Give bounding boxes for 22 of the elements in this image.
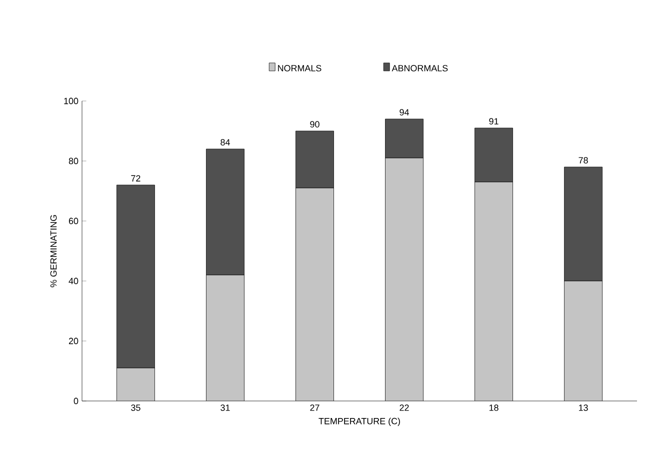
total-label: 94 — [400, 109, 409, 116]
y-tick-label: 60 — [68, 218, 78, 224]
total-label: 91 — [489, 118, 498, 124]
y-tick-label: 20 — [68, 338, 78, 344]
total-label: 72 — [131, 175, 140, 182]
legend-label: ABNORMALS — [392, 65, 448, 72]
y-tick-label: 100 — [64, 98, 78, 104]
total-label: 90 — [310, 121, 320, 128]
x-tick-label: 18 — [489, 404, 498, 411]
x-tick-label: 22 — [400, 404, 409, 411]
x-tick-label: 35 — [131, 404, 140, 411]
x-tick-label: 27 — [310, 404, 320, 411]
y-tick-label: 0 — [74, 398, 78, 404]
legend-label: NORMALS — [278, 65, 322, 72]
y-tick-label: 80 — [68, 158, 78, 164]
x-tick-label: 31 — [220, 404, 230, 411]
x-axis-title: TEMPERATURE (C) — [318, 418, 400, 426]
total-label: 78 — [578, 157, 588, 164]
y-axis-title: % GERMINATING — [50, 215, 57, 288]
y-tick-label: 40 — [68, 278, 78, 284]
total-label: 84 — [220, 139, 230, 146]
x-tick-label: 13 — [579, 404, 588, 411]
